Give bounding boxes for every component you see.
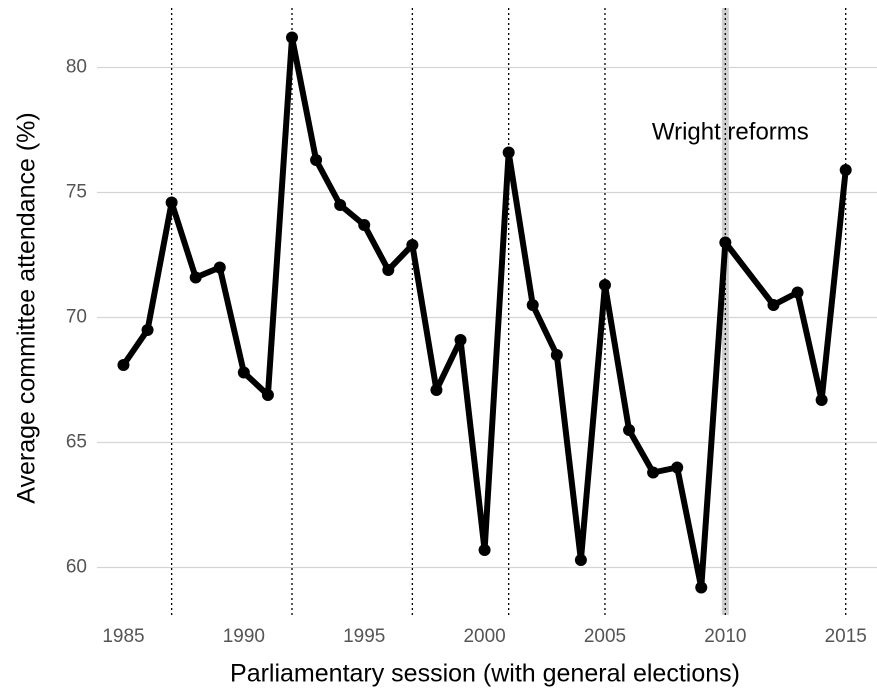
- data-point: [574, 554, 587, 566]
- x-tick-label: 1985: [102, 626, 144, 647]
- data-point: [430, 384, 443, 396]
- y-tick-label: 75: [66, 182, 87, 203]
- data-point: [623, 424, 636, 436]
- data-point: [767, 299, 780, 311]
- annotation: Wright reforms: [652, 118, 809, 145]
- data-point: [791, 286, 804, 299]
- data-point: [695, 581, 708, 594]
- reform-band: [721, 8, 729, 615]
- data-line: [121, 34, 849, 591]
- data-point: [141, 324, 154, 336]
- data-point: [213, 261, 226, 274]
- y-axis-title: Average committee attendance (%): [13, 112, 41, 503]
- data-point: [550, 349, 563, 361]
- data-point: [165, 196, 178, 209]
- data-point: [647, 466, 660, 479]
- data-point: [310, 154, 323, 166]
- y-tick-label: 70: [66, 307, 87, 328]
- data-point: [382, 264, 395, 276]
- y-tick-label: 80: [66, 57, 87, 78]
- data-point: [261, 389, 274, 401]
- x-tick-label: 2010: [704, 626, 746, 647]
- x-tick-label: 2005: [584, 626, 626, 647]
- y-tick-label: 65: [66, 432, 87, 453]
- x-tick-label: 1990: [223, 626, 265, 647]
- data-point: [502, 146, 515, 159]
- data-point: [719, 236, 732, 249]
- x-tick-label: 2000: [463, 626, 505, 647]
- x-tick-label: 2015: [825, 626, 867, 647]
- data-point: [286, 31, 298, 44]
- data-point: [358, 219, 371, 231]
- data-point: [815, 394, 828, 406]
- data-point: [839, 164, 852, 176]
- y-tick-label: 60: [66, 557, 87, 578]
- x-tick-label: 1995: [343, 626, 385, 647]
- data-point: [406, 239, 419, 251]
- data-point: [237, 366, 250, 379]
- data-point: [454, 334, 467, 346]
- data-point: [478, 544, 491, 556]
- data-point: [117, 359, 130, 371]
- data-point: [671, 461, 684, 474]
- data-point: [334, 199, 347, 211]
- data-point: [526, 299, 539, 311]
- data-point: [598, 279, 611, 291]
- data-point: [189, 271, 202, 284]
- x-axis-title: Parliamentary session (with general elec…: [230, 660, 740, 688]
